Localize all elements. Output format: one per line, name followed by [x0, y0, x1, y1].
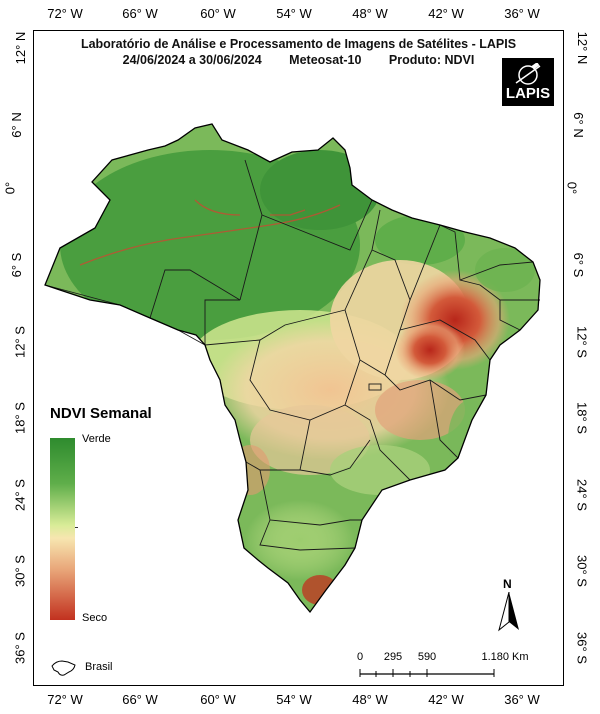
lon-label: 66° W	[122, 692, 158, 707]
scale-label-0: 0	[356, 651, 364, 663]
scale-label-2: 590	[417, 651, 437, 663]
legend-bottom-label: Seco	[82, 612, 108, 624]
lon-label: 54° W	[276, 692, 312, 707]
lon-label: 72° W	[47, 6, 83, 21]
date-range: 24/06/2024 a 30/06/2024	[122, 53, 262, 67]
legend-top-label: Verde	[82, 433, 111, 445]
satellite-name: Meteosat-10	[289, 53, 362, 67]
lon-label: 48° W	[352, 692, 388, 707]
subtitle-line: 24/06/2024 a 30/06/2024 Meteosat-10 Prod…	[33, 53, 564, 67]
north-arrow-icon	[498, 592, 519, 632]
lon-label: 72° W	[47, 692, 83, 707]
lon-label: 48° W	[352, 6, 388, 21]
lon-label: 42° W	[428, 692, 464, 707]
scale-bar	[359, 669, 495, 677]
brasil-label: Brasil	[85, 661, 113, 673]
lon-label: 60° W	[200, 692, 236, 707]
satellite-icon	[515, 63, 541, 85]
scale-label-3: 1.180 Km	[481, 651, 529, 663]
lon-label: 42° W	[428, 6, 464, 21]
scale-label-1: 295	[383, 651, 403, 663]
brasil-outline-icon	[51, 660, 76, 676]
lapis-logo: LAPIS	[502, 58, 554, 106]
ndvi-color-bar	[50, 438, 75, 620]
lon-label: 36° W	[504, 692, 540, 707]
lon-label: 60° W	[200, 6, 236, 21]
north-label: N	[503, 577, 512, 591]
legend-mid-tick	[75, 527, 78, 528]
lon-label: 54° W	[276, 6, 312, 21]
legend-title: NDVI Semanal	[50, 405, 152, 422]
lab-title: Laboratório de Análise e Processamento d…	[80, 37, 517, 51]
product-name: Produto: NDVI	[388, 53, 475, 67]
lon-label: 66° W	[122, 6, 158, 21]
logo-text: LAPIS	[505, 85, 551, 102]
river-lines	[79, 199, 341, 266]
lon-label: 36° W	[504, 6, 540, 21]
